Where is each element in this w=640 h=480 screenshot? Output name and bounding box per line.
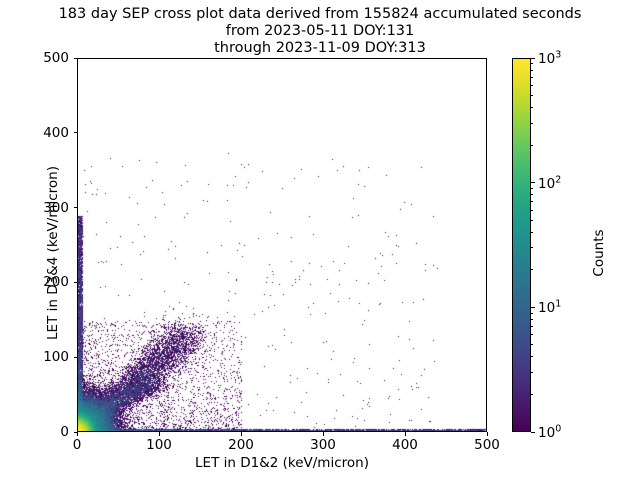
y-axis-tick-label: 100 <box>43 349 69 366</box>
title-line-3: through 2023-11-09 DOY:313 <box>214 40 426 56</box>
colorbar-minor-tick <box>531 107 534 109</box>
x-axis-tick-label: 100 <box>146 437 172 453</box>
colorbar-major-tick <box>531 57 535 59</box>
colorbar-minor-tick <box>531 334 534 336</box>
colorbar-minor-tick <box>531 194 534 196</box>
y-axis-tick <box>73 132 77 134</box>
x-axis-tick <box>158 432 160 436</box>
x-axis-tick-label: 200 <box>228 437 254 453</box>
colorbar-minor-tick <box>531 209 534 211</box>
colorbar-gradient <box>513 59 530 431</box>
scatter-plot-axes <box>77 58 487 432</box>
colorbar-minor-tick <box>531 326 534 328</box>
title-line-1: 183 day SEP cross plot data derived from… <box>58 6 582 22</box>
colorbar-tick-label: 103 <box>538 49 562 67</box>
x-axis-tick <box>322 432 324 436</box>
colorbar-minor-tick <box>531 76 534 78</box>
figure-title: 183 day SEP cross plot data derived from… <box>0 6 640 57</box>
colorbar-minor-tick <box>531 318 534 320</box>
colorbar-minor-tick <box>531 269 534 271</box>
colorbar-minor-tick <box>531 372 534 374</box>
y-axis-tick <box>73 356 77 358</box>
colorbar-minor-tick <box>531 122 534 124</box>
colorbar-minor-tick <box>531 344 534 346</box>
y-axis-tick <box>73 57 77 59</box>
colorbar-tick-label: 100 <box>538 423 562 441</box>
y-axis-tick <box>73 431 77 433</box>
colorbar-minor-tick <box>531 95 534 97</box>
x-axis-tick <box>240 432 242 436</box>
colorbar-minor-tick <box>531 69 534 71</box>
colorbar-major-tick <box>531 182 535 184</box>
x-axis-tick-label: 500 <box>474 437 500 453</box>
y-axis-tick <box>73 207 77 209</box>
x-axis-tick-label: 0 <box>72 437 82 453</box>
y-axis-tick <box>73 281 77 283</box>
colorbar-minor-tick <box>531 187 534 189</box>
x-axis-tick-label: 400 <box>392 437 418 453</box>
y-axis-tick-label: 200 <box>43 274 69 291</box>
colorbar-minor-tick <box>531 63 534 65</box>
y-axis-tick-label: 0 <box>60 424 69 440</box>
x-axis-tick-label: 300 <box>310 437 336 453</box>
x-axis-tick <box>486 432 488 436</box>
y-axis-tick-label: 300 <box>43 199 69 216</box>
colorbar-tick-label: 101 <box>538 298 562 317</box>
colorbar <box>512 58 531 432</box>
x-axis-label: LET in D1&2 (keV/micron) <box>195 455 369 471</box>
colorbar-major-tick <box>531 306 535 308</box>
y-axis-tick-label: 400 <box>43 124 69 141</box>
y-axis-tick-label: 500 <box>43 50 69 66</box>
colorbar-minor-tick <box>531 144 534 146</box>
colorbar-minor-tick <box>531 219 534 221</box>
x-axis-tick <box>76 432 78 436</box>
colorbar-minor-tick <box>531 201 534 203</box>
colorbar-tick-label: 102 <box>538 173 562 192</box>
scatter-data-layer <box>78 59 486 431</box>
colorbar-label: Counts <box>591 229 607 277</box>
colorbar-minor-tick <box>531 393 534 395</box>
colorbar-major-tick <box>531 431 535 433</box>
colorbar-minor-tick <box>531 312 534 314</box>
colorbar-minor-tick <box>531 85 534 87</box>
colorbar-minor-tick <box>531 247 534 249</box>
y-axis-label: LET in D3&4 (keV/micron) <box>45 166 61 340</box>
x-axis-tick <box>404 432 406 436</box>
colorbar-minor-tick <box>531 231 534 233</box>
colorbar-minor-tick <box>531 356 534 358</box>
title-line-2: from 2023-05-11 DOY:131 <box>225 23 415 39</box>
